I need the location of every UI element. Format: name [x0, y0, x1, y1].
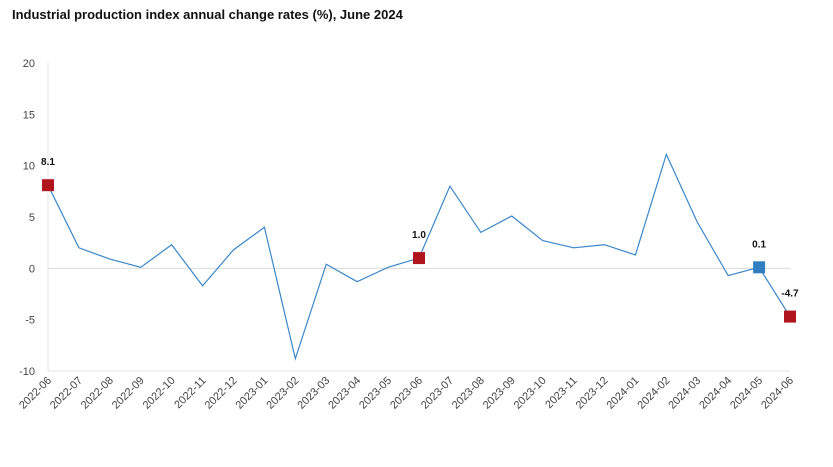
y-tick-label: 0 — [29, 263, 35, 275]
y-tick-label: 15 — [23, 109, 35, 121]
x-tick-label: 2023-04 — [326, 375, 363, 412]
y-tick-label: -10 — [19, 366, 35, 378]
x-tick-label: 2024-02 — [635, 375, 672, 412]
x-tick-label: 2023-12 — [574, 375, 611, 412]
highlight-marker — [784, 310, 796, 323]
x-tick-label: 2022-08 — [79, 375, 116, 412]
x-tick-label: 2023-11 — [543, 375, 579, 411]
x-tick-label: 2024-05 — [728, 375, 765, 412]
x-tick-label: 2022-07 — [48, 375, 85, 412]
x-tick-label: 2022-06 — [17, 375, 54, 412]
x-tick-label: 2022-10 — [141, 375, 178, 412]
data-label: 1.0 — [412, 230, 426, 241]
x-tick-label: 2024-03 — [666, 375, 703, 412]
x-tick-label: 2023-02 — [264, 375, 301, 412]
y-tick-label: 5 — [29, 212, 35, 224]
x-tick-label: 2022-09 — [110, 375, 147, 412]
x-tick-label: 2023-01 — [234, 375, 271, 412]
data-label: -4.7 — [781, 289, 799, 300]
y-tick-label: -5 — [25, 315, 35, 327]
x-tick-label: 2022-12 — [203, 375, 240, 412]
x-tick-label: 2023-08 — [450, 375, 487, 412]
x-tick-label: 2023-07 — [419, 375, 456, 412]
x-tick-label: 2023-05 — [357, 375, 394, 412]
x-tick-label: 2024-06 — [759, 375, 796, 412]
x-tick-label: 2023-06 — [388, 375, 425, 412]
data-label: 8.1 — [41, 157, 55, 168]
chart-title: Industrial production index annual chang… — [12, 7, 403, 22]
data-label: 0.1 — [752, 239, 766, 250]
x-tick-label: 2022-11 — [172, 375, 208, 411]
y-tick-label: 10 — [23, 161, 35, 173]
x-tick-label: 2024-04 — [697, 375, 734, 412]
x-tick-label: 2023-03 — [295, 375, 332, 412]
highlight-marker — [753, 261, 766, 274]
highlight-marker — [42, 179, 54, 192]
x-tick-label: 2024-01 — [605, 375, 642, 412]
x-tick-label: 2023-10 — [512, 375, 549, 412]
highlight-marker — [413, 252, 425, 265]
y-tick-label: 20 — [23, 58, 35, 70]
x-tick-label: 2023-09 — [481, 375, 518, 412]
